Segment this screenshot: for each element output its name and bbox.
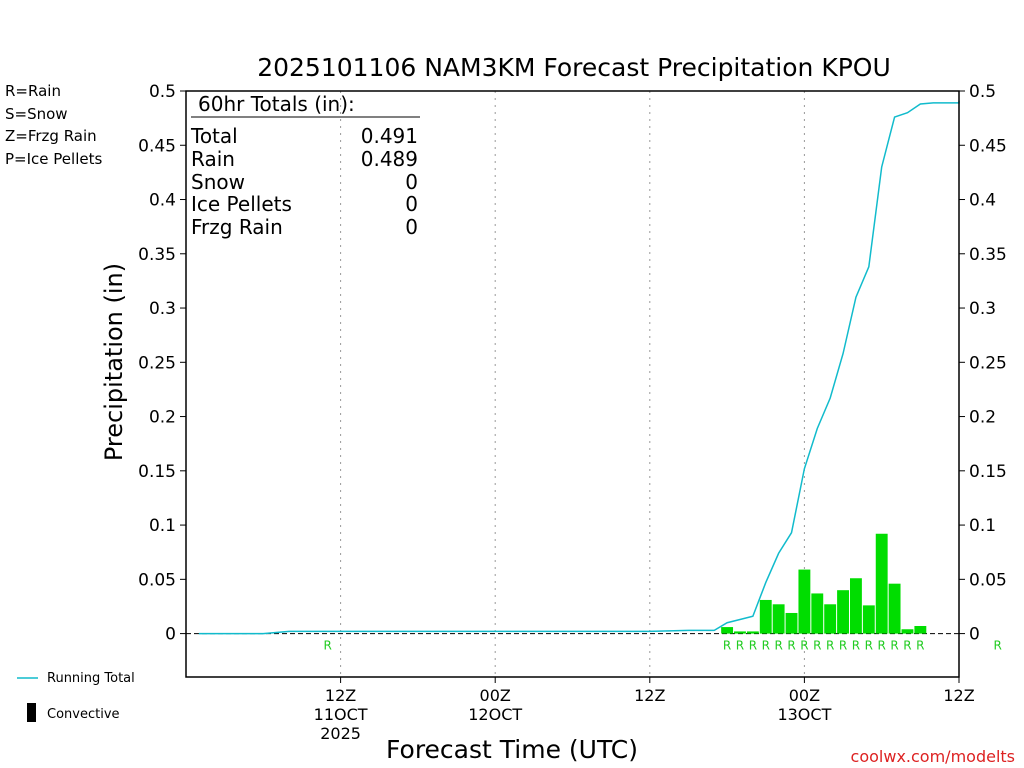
rain-bar-5 [785, 612, 798, 634]
x-tick-year-0: 2025 [320, 724, 361, 743]
y-tick-label-left-1: 0.45 [138, 136, 176, 156]
totals-box: 60hr Totals (in): Total 0.491 Rain 0.489… [190, 92, 420, 239]
y-tick-label-right-8: 0.1 [969, 516, 996, 536]
rain-bar-13 [888, 583, 901, 634]
y-tick-label-right-10: 0 [969, 625, 980, 645]
x-tick-label-1: 00Z [480, 686, 511, 705]
totals-value-snow: 0 [405, 170, 418, 194]
rain-bar-14 [901, 629, 914, 634]
totals-value-rain: 0.489 [361, 147, 418, 171]
rain-bar-11 [862, 605, 875, 634]
precip-type-marker-3: R [749, 639, 757, 653]
legend-ice-pellets: P=Ice Pellets [5, 150, 102, 168]
totals-value-ice-pellets: 0 [405, 192, 418, 216]
convective-legend-swatch [27, 703, 36, 722]
y-tick-label-left-4: 0.3 [149, 299, 176, 319]
legend-frzg-rain: Z=Frzg Rain [5, 127, 97, 145]
rain-bar-7 [811, 593, 824, 634]
precip-type-marker-11: R [852, 639, 860, 653]
x-tick-label-3: 00Z [789, 686, 820, 705]
totals-label-frzg-rain: Frzg Rain [191, 215, 283, 239]
precip-type-marker-4: R [762, 639, 770, 653]
y-tick-label-right-4: 0.3 [969, 299, 996, 319]
totals-label-rain: Rain [191, 147, 235, 171]
x-tick-date-1: 12OCT [468, 705, 522, 724]
rain-bar-4 [772, 604, 785, 634]
x-tick-date-0: 11OCT [314, 705, 368, 724]
precip-type-marker-15: R [903, 639, 911, 653]
precip-type-marker-13: R [878, 639, 886, 653]
precip-type-marker-0: R [324, 639, 332, 653]
precip-type-marker-14: R [890, 639, 898, 653]
bottom-legend: Running Total Convective [17, 671, 135, 722]
precip-type-marker-17: R [993, 639, 1001, 653]
legend-rain: R=Rain [5, 82, 61, 100]
y-tick-label-left-9: 0.05 [138, 570, 176, 590]
precip-type-marker-2: R [736, 639, 744, 653]
totals-header: 60hr Totals (in): [198, 92, 355, 116]
y-tick-label-right-0: 0.5 [969, 82, 996, 102]
y-tick-label-right-6: 0.2 [969, 408, 996, 428]
precip-type-marker-12: R [865, 639, 873, 653]
totals-label-snow: Snow [191, 170, 245, 194]
running-total-legend-label: Running Total [47, 671, 135, 686]
rain-bar-12 [875, 533, 888, 634]
y-tick-label-right-3: 0.35 [969, 245, 1007, 265]
rain-bar-9 [837, 590, 849, 634]
y-tick-label-right-1: 0.45 [969, 136, 1007, 156]
totals-label-total: Total [190, 124, 238, 148]
y-tick-label-left-0: 0.5 [149, 82, 176, 102]
plot-layer: R R R R R R R R R R R R R R R R R R0.5 0.50.45 0.450.4 0.40.… [138, 82, 1007, 743]
rain-bar-8 [824, 604, 837, 634]
precip-type-marker-1: R [723, 639, 731, 653]
x-axis-label: Forecast Time (UTC) [386, 735, 638, 764]
rain-bar-3 [759, 599, 772, 634]
chart-title: 2025101106 NAM3KM Forecast Precipitation… [257, 53, 891, 82]
x-tick-label-0: 12Z [325, 686, 356, 705]
y-tick-label-right-9: 0.05 [969, 570, 1007, 590]
totals-value-total: 0.491 [361, 124, 418, 148]
y-axis-label: Precipitation (in) [100, 263, 128, 461]
y-tick-label-right-5: 0.25 [969, 353, 1007, 373]
precip-type-marker-9: R [826, 639, 834, 653]
rain-bar-15 [914, 625, 927, 634]
totals-value-frzg-rain: 0 [405, 215, 418, 239]
precip-type-marker-8: R [813, 639, 821, 653]
y-tick-label-right-7: 0.15 [969, 462, 1007, 482]
x-tick-date-3: 13OCT [777, 705, 831, 724]
precip-type-marker-16: R [916, 639, 924, 653]
precip-type-marker-7: R [800, 639, 808, 653]
y-tick-label-left-7: 0.15 [138, 462, 176, 482]
precip-type-marker-5: R [774, 639, 782, 653]
precip-type-marker-10: R [839, 639, 847, 653]
rain-bar-2 [746, 631, 759, 634]
y-tick-label-left-10: 0 [165, 625, 176, 645]
plot-frame [185, 90, 960, 678]
totals-label-ice-pellets: Ice Pellets [191, 192, 292, 216]
running-total-line [198, 100, 960, 635]
rain-bar-10 [849, 578, 862, 634]
x-tick-label-4: 12Z [943, 686, 974, 705]
rain-bar-0 [721, 627, 734, 634]
y-tick-label-left-8: 0.1 [149, 516, 176, 536]
rain-bar-1 [734, 631, 746, 634]
y-tick-label-right-2: 0.4 [969, 191, 996, 211]
credit-text: coolwx.com/modelts [851, 747, 1015, 766]
convective-legend-label: Convective [47, 707, 120, 722]
y-tick-label-left-3: 0.35 [138, 245, 176, 265]
x-tick-label-2: 12Z [634, 686, 665, 705]
precip-type-legend: R=Rain S=Snow Z=Frzg Rain P=Ice Pellets [5, 82, 102, 168]
precip-type-marker-6: R [787, 639, 795, 653]
y-tick-label-left-6: 0.2 [149, 408, 176, 428]
rain-bar-6 [798, 569, 811, 634]
legend-snow: S=Snow [5, 105, 68, 123]
y-tick-label-left-2: 0.4 [149, 191, 176, 211]
y-tick-label-left-5: 0.25 [138, 353, 176, 373]
